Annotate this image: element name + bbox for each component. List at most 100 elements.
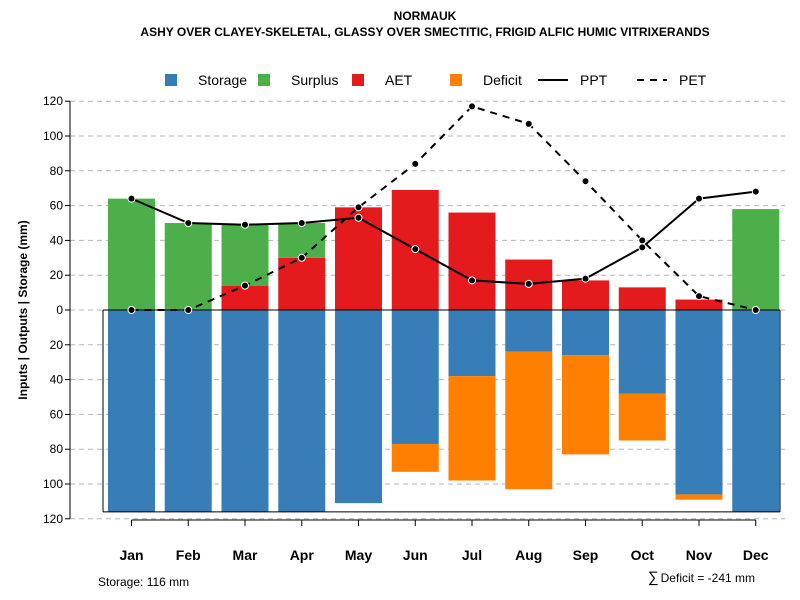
y-tick-label: 120 bbox=[43, 94, 63, 108]
sum-symbol: ∑ bbox=[648, 569, 659, 586]
bar-storage bbox=[164, 310, 212, 512]
ppt-line-point bbox=[241, 220, 249, 229]
legend: Storage Surplus AET Deficit PPT PET bbox=[165, 72, 707, 88]
y-tick-label: 100 bbox=[43, 129, 63, 143]
x-tick-label: Aug bbox=[515, 547, 542, 563]
x-tick-label: May bbox=[345, 547, 372, 563]
legend-swatch bbox=[165, 74, 177, 86]
chart-title: NORMAUK bbox=[394, 9, 457, 23]
bar-storage bbox=[335, 310, 382, 504]
y-tick-label: 100 bbox=[43, 477, 63, 491]
y-tick-label: 40 bbox=[50, 373, 64, 387]
y-tick-label: 60 bbox=[50, 199, 64, 213]
bars bbox=[108, 189, 780, 512]
y-axis: 120 100 80 60 40 20 0 20 40 60 80 100 120 bbox=[43, 94, 71, 526]
x-tick-label: Oct bbox=[631, 547, 655, 563]
bar-surplus bbox=[278, 223, 326, 258]
bar-deficit bbox=[618, 393, 666, 441]
ppt-line-point bbox=[354, 213, 363, 222]
bar-storage bbox=[221, 310, 269, 512]
bar-surplus bbox=[164, 223, 212, 310]
bar-storage bbox=[562, 310, 609, 356]
x-tick-label: Mar bbox=[233, 547, 258, 563]
footer-storage: Storage: 116 mm bbox=[98, 575, 189, 589]
bar-storage bbox=[448, 310, 496, 377]
bar-storage bbox=[278, 310, 326, 512]
x-tick-label: Feb bbox=[176, 547, 201, 563]
x-tick-label: Jan bbox=[119, 547, 143, 563]
y-tick-label: 0 bbox=[56, 303, 63, 317]
pet-line-point bbox=[411, 159, 420, 168]
bar-storage bbox=[618, 310, 666, 394]
ppt-line-point bbox=[695, 194, 703, 203]
y-tick-label: 80 bbox=[50, 442, 64, 456]
bar-storage bbox=[391, 310, 439, 444]
x-tick-label: Dec bbox=[743, 547, 769, 563]
legend-label: PPT bbox=[580, 72, 608, 88]
ppt-line-point bbox=[524, 279, 533, 288]
pet-line-point bbox=[695, 292, 703, 301]
y-axis-label: Inputs | Outputs | Storage (mm) bbox=[16, 220, 30, 399]
ppt-line-point bbox=[468, 276, 476, 285]
bar-surplus bbox=[221, 224, 269, 286]
ppt-line-point bbox=[411, 245, 420, 254]
bar-aet bbox=[618, 287, 666, 310]
legend-swatch bbox=[258, 74, 270, 86]
bar-aet bbox=[278, 257, 326, 310]
ppt-line-point bbox=[184, 219, 193, 227]
bar-storage bbox=[675, 310, 723, 495]
footer-deficit-text: Deficit = -241 mm bbox=[661, 571, 755, 585]
ppt-line-point bbox=[751, 187, 760, 196]
pet-line-point bbox=[468, 102, 476, 111]
y-tick-label: 20 bbox=[50, 338, 64, 352]
legend-label: Deficit bbox=[483, 72, 522, 88]
legend-label: PET bbox=[679, 72, 707, 88]
bar-deficit bbox=[675, 494, 723, 500]
footer-deficit: ∑ Deficit = -241 mm bbox=[648, 569, 755, 586]
x-axis: Jan Feb Mar Apr May Jun Jul Aug Sep Oct Nov Dec bbox=[119, 519, 769, 563]
bar-aet bbox=[562, 280, 609, 310]
pet-line-point bbox=[524, 119, 533, 128]
y-tick-label: 80 bbox=[50, 164, 64, 178]
x-tick-label: Jun bbox=[403, 547, 428, 563]
y-tick-label: 20 bbox=[50, 268, 64, 282]
legend-label: Storage bbox=[198, 72, 247, 88]
pet-line-point bbox=[297, 253, 306, 262]
x-tick-label: Nov bbox=[686, 547, 713, 563]
pet-line-point bbox=[241, 281, 249, 290]
pet-line-point bbox=[184, 306, 193, 314]
bar-aet bbox=[221, 285, 269, 310]
bar-deficit bbox=[562, 355, 609, 455]
ppt-line-point bbox=[297, 219, 306, 227]
bar-aet bbox=[675, 299, 723, 310]
bar-storage bbox=[108, 310, 155, 512]
pet-line bbox=[131, 105, 756, 311]
y-tick-label: 40 bbox=[50, 233, 64, 247]
lines bbox=[127, 102, 760, 314]
ppt-line-point bbox=[127, 194, 136, 203]
bar-aet bbox=[335, 207, 382, 310]
ppt-line bbox=[131, 190, 756, 285]
bar-deficit bbox=[448, 376, 496, 481]
bar-aet bbox=[448, 212, 496, 310]
pet-line-point bbox=[354, 203, 363, 212]
legend-label: AET bbox=[385, 72, 413, 88]
bar-storage bbox=[505, 310, 553, 352]
legend-label: Surplus bbox=[291, 72, 338, 88]
plot-frame bbox=[102, 309, 781, 513]
pet-line-point bbox=[127, 306, 136, 314]
y-tick-label: 120 bbox=[43, 512, 63, 526]
bar-deficit bbox=[505, 351, 553, 490]
y-tick-label: 60 bbox=[50, 407, 64, 421]
bar-surplus bbox=[108, 198, 155, 310]
pet-line-point bbox=[751, 306, 760, 314]
x-tick-label: Sep bbox=[573, 547, 599, 563]
pet-line-point bbox=[581, 177, 590, 186]
x-tick-label: Jul bbox=[462, 547, 482, 563]
bar-deficit bbox=[391, 443, 439, 472]
x-tick-label: Apr bbox=[290, 547, 315, 563]
ppt-line-point bbox=[581, 274, 590, 283]
chart-subtitle: ASHY OVER CLAYEY-SKELETAL, GLASSY OVER S… bbox=[140, 25, 709, 39]
bar-surplus bbox=[732, 209, 780, 310]
